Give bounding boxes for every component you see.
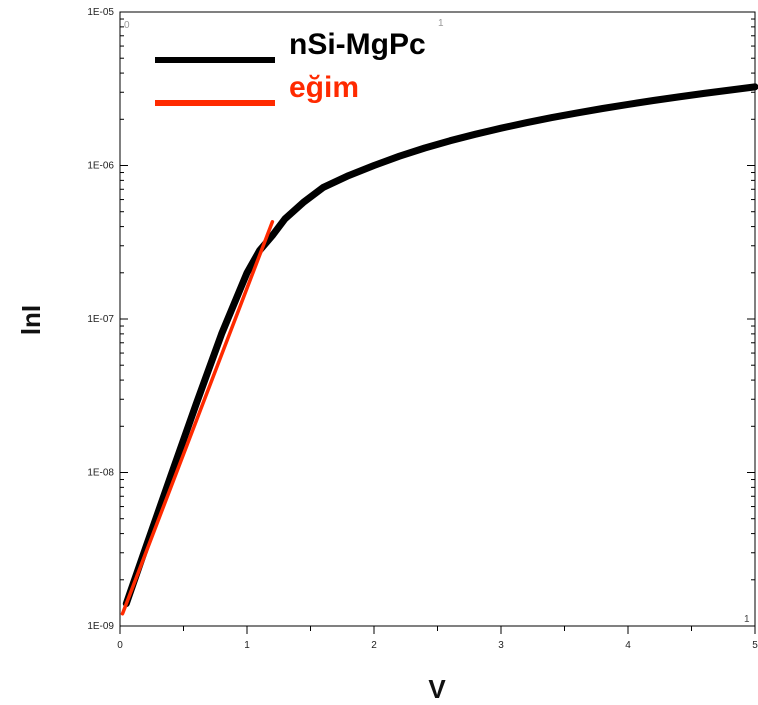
x-axis-ticks: 0 1 2 3 4 5 — [117, 626, 758, 651]
right-axis-ticks — [747, 11, 755, 627]
y-axis-title: lnI — [16, 305, 46, 335]
y-axis-ticks: 1E-09 1E-08 1E-07 1E-06 1E-05 — [87, 7, 128, 632]
y-tick-label: 1E-08 — [87, 468, 114, 479]
legend-label-nsi-mgpc: nSi-MgPc — [289, 28, 426, 61]
series-line-egim — [120, 220, 275, 616]
faint-top-label-mid: 1 — [438, 18, 444, 29]
x-tick-label: 3 — [498, 640, 504, 651]
x-tick-label: 4 — [625, 640, 631, 651]
right-axis-bottom-label: 1 — [744, 614, 750, 625]
x-tick-label: 0 — [117, 640, 123, 651]
legend-label-egim: eğim — [289, 71, 359, 104]
y-tick-label: 1E-06 — [87, 161, 114, 172]
series-line-nsi-mgpc — [122, 83, 758, 608]
y-tick-label: 1E-09 — [87, 621, 114, 632]
y-tick-label: 1E-05 — [87, 7, 114, 18]
y-tick-label: 1E-07 — [87, 314, 114, 325]
series-layer — [120, 83, 758, 616]
x-tick-label: 1 — [244, 640, 250, 651]
x-axis-title: V — [428, 674, 446, 704]
x-tick-label: 2 — [371, 640, 377, 651]
x-tick-label: 5 — [752, 640, 758, 651]
faint-top-label-left: 0 — [124, 20, 130, 31]
legend: nSi-MgPc eğim — [155, 28, 426, 106]
